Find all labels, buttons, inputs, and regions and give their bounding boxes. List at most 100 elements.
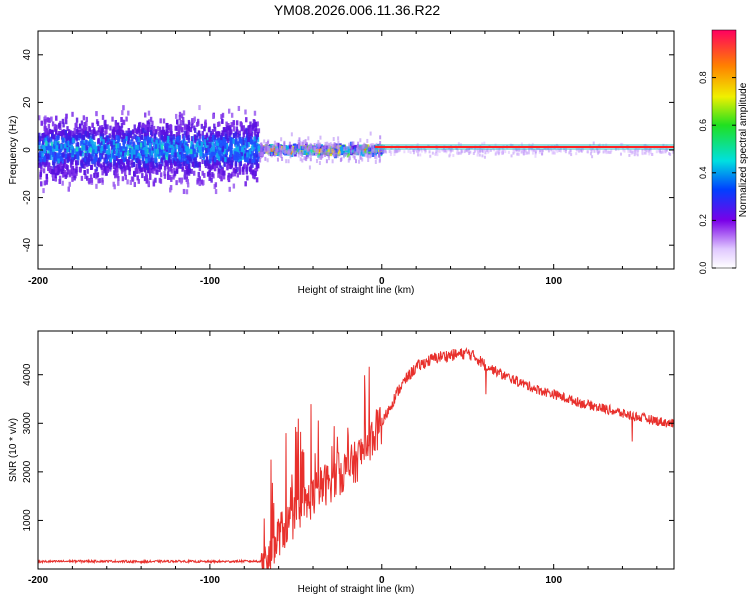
- heat-cell: [467, 146, 470, 150]
- heat-cell: [257, 163, 260, 169]
- heat-cell: [103, 144, 106, 150]
- heat-cell: [248, 158, 252, 164]
- heat-cell: [563, 148, 566, 152]
- heat-cell: [150, 161, 153, 167]
- heat-cell: [258, 147, 262, 152]
- heat-cell: [209, 155, 212, 161]
- heat-cell: [116, 159, 120, 165]
- heat-cell: [45, 141, 48, 147]
- heat-cell: [357, 151, 360, 156]
- heat-cell: [222, 170, 225, 176]
- heat-cell: [321, 151, 324, 156]
- heat-cell: [221, 118, 224, 124]
- heat-cell: [367, 153, 370, 158]
- heat-cell: [219, 139, 222, 145]
- heat-cell: [208, 126, 211, 132]
- heat-cell: [187, 130, 190, 136]
- heat-cell: [507, 150, 510, 154]
- heat-cell: [84, 174, 87, 180]
- heat-cell: [60, 169, 63, 175]
- heat-cell: [145, 154, 148, 160]
- heat-cell: [72, 153, 76, 159]
- heat-cell: [185, 172, 189, 178]
- colorbar-tick-label: 0.4: [698, 167, 708, 180]
- heat-cell: [360, 145, 363, 150]
- heat-cell: [98, 178, 102, 184]
- heat-cell: [145, 174, 148, 180]
- heat-cell: [312, 146, 315, 151]
- heat-cell: [268, 148, 271, 153]
- heat-cell: [80, 175, 84, 181]
- heat-cell: [158, 131, 161, 137]
- heat-cell: [353, 150, 356, 155]
- heat-cell: [87, 148, 90, 154]
- x-tick-label: 0: [379, 575, 385, 586]
- heat-cell: [224, 133, 228, 139]
- heat-cell: [148, 122, 151, 128]
- heat-cell: [143, 140, 147, 146]
- heat-cell: [168, 134, 171, 140]
- heat-cell: [209, 146, 213, 152]
- heat-cell: [209, 153, 212, 159]
- heat-cell: [321, 146, 324, 151]
- heat-cell: [309, 142, 312, 147]
- heat-cell: [284, 145, 287, 150]
- heat-cell: [285, 159, 288, 164]
- heat-cell: [457, 151, 460, 155]
- heat-cell: [220, 169, 223, 175]
- heat-cell: [198, 176, 201, 182]
- heat-cell: [358, 159, 361, 164]
- heat-cell: [215, 131, 219, 137]
- heat-cell: [346, 146, 350, 151]
- heat-cell: [198, 166, 202, 172]
- heat-cell: [206, 140, 209, 146]
- heat-cell: [238, 133, 241, 139]
- heat-cell: [318, 155, 321, 160]
- heat-cell: [517, 153, 520, 157]
- heat-cell: [70, 147, 73, 153]
- heat-cell: [125, 130, 128, 136]
- heat-cell: [341, 144, 345, 149]
- heat-cell: [209, 158, 212, 164]
- heat-cell: [255, 159, 258, 165]
- heat-cell: [65, 141, 68, 147]
- heat-cell: [187, 137, 190, 143]
- heat-cell: [180, 148, 183, 154]
- heat-cell: [66, 140, 70, 146]
- heat-cell: [52, 169, 56, 175]
- heat-cell: [115, 162, 118, 168]
- heat-cell: [217, 156, 220, 162]
- heat-cell: [318, 145, 322, 150]
- heat-cell: [245, 117, 248, 123]
- heat-cell: [165, 145, 169, 151]
- heat-cell: [592, 141, 595, 145]
- heat-cell: [143, 136, 147, 142]
- heat-cell: [184, 123, 187, 129]
- heat-cell: [109, 125, 112, 131]
- heat-cell: [171, 134, 174, 140]
- heat-cell: [352, 141, 355, 146]
- heat-cell: [145, 158, 148, 164]
- heat-cell: [54, 167, 58, 173]
- heat-cell: [246, 152, 249, 158]
- heat-cell: [122, 105, 125, 111]
- heat-cell: [334, 150, 337, 155]
- heat-cell: [59, 146, 63, 152]
- heat-cell: [195, 160, 198, 166]
- heat-cell: [234, 168, 237, 174]
- heat-cell: [474, 148, 477, 152]
- heat-cell: [85, 140, 88, 146]
- heat-cell: [240, 150, 244, 156]
- heat-cell: [213, 123, 216, 129]
- heat-cell: [157, 138, 160, 144]
- heat-cell: [96, 160, 100, 166]
- heat-cell: [149, 126, 152, 132]
- heat-cell: [304, 151, 308, 156]
- heat-cell: [290, 146, 293, 151]
- heat-cell: [119, 129, 122, 135]
- heat-cell: [186, 158, 189, 164]
- heat-cell: [657, 149, 660, 153]
- heat-cell: [43, 162, 46, 168]
- heat-cell: [660, 150, 663, 154]
- heat-cell: [210, 177, 213, 183]
